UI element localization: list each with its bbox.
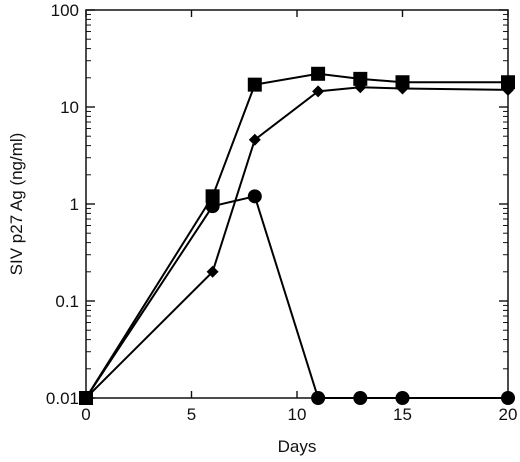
square-marker — [311, 66, 326, 81]
y-tick-label: 0.1 — [55, 292, 79, 311]
x-axis: 0 5 10 15 20 — [81, 10, 517, 424]
diamond-marker — [502, 83, 514, 96]
y-tick-label: 1 — [70, 195, 79, 214]
x-tick-label: 20 — [499, 405, 518, 424]
y-axis-title: SIV p27 Ag (ng/ml) — [7, 133, 26, 276]
circle-marker — [79, 391, 93, 405]
x-axis-title: Days — [278, 437, 317, 456]
circle-marker — [205, 199, 220, 214]
y-tick-label: 10 — [60, 98, 79, 117]
y-tick-label: 0.01 — [46, 389, 79, 408]
diamond-marker — [206, 265, 219, 278]
y-axis: 0.01 0.1 1 10 100 — [46, 1, 508, 408]
circle-marker — [311, 391, 326, 405]
circle-marker — [247, 189, 262, 204]
diamond-series-line — [85, 86, 509, 399]
circle-marker — [353, 391, 368, 405]
circle-marker — [395, 391, 410, 405]
x-tick-label: 5 — [187, 405, 196, 424]
series-layer — [79, 66, 515, 405]
square-marker — [205, 189, 220, 204]
diamond-marker — [312, 85, 325, 98]
square-marker — [247, 77, 262, 92]
square-marker — [353, 71, 368, 86]
y-tick-label: 100 — [51, 1, 79, 20]
plot-frame — [85, 9, 509, 399]
circle-marker — [501, 391, 515, 405]
x-tick-label: 10 — [288, 405, 307, 424]
x-tick-label: 15 — [393, 405, 412, 424]
x-tick-label: 0 — [81, 405, 90, 424]
diamond-marker — [354, 81, 367, 94]
square-marker — [395, 75, 410, 90]
square-series-line — [85, 72, 508, 399]
diamond-marker — [396, 82, 409, 95]
diamond-marker — [248, 133, 261, 146]
square-marker — [501, 75, 515, 90]
